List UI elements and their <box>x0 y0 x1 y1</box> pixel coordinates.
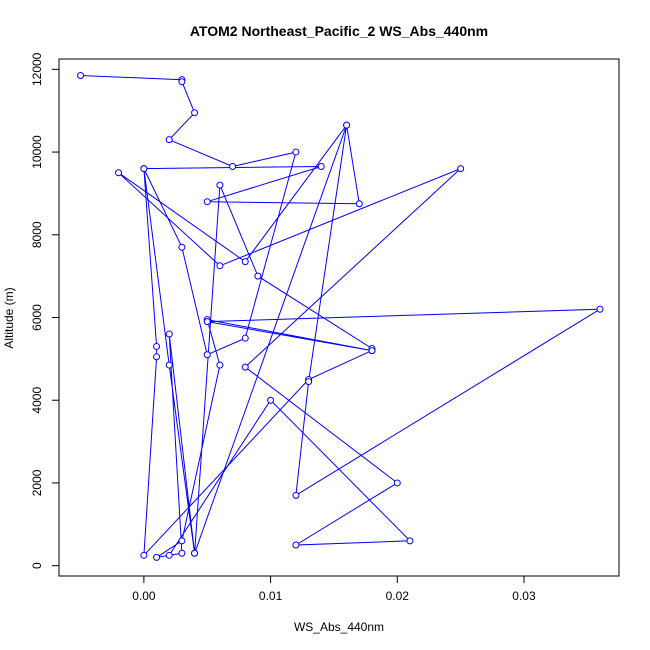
data-point <box>178 243 186 251</box>
data-point <box>343 121 351 129</box>
series-points <box>77 72 604 561</box>
data-point <box>178 537 186 545</box>
series-path <box>80 75 602 558</box>
data-point <box>203 318 211 326</box>
data-point <box>203 198 211 206</box>
data-point <box>216 361 224 369</box>
data-point <box>241 334 249 342</box>
data-point <box>254 272 262 280</box>
data-point <box>292 148 300 156</box>
data-point <box>153 342 161 350</box>
y-tick-label: 0 <box>30 562 44 569</box>
x-axis: 0.00 0.01 0.02 0.03 <box>132 575 536 603</box>
data-point <box>368 347 376 355</box>
data-point <box>393 479 401 487</box>
series-line <box>80 75 602 558</box>
y-tick-label: 8000 <box>30 221 44 248</box>
y-tick-label: 6000 <box>30 304 44 331</box>
y-tick-label: 12000 <box>30 52 44 86</box>
data-point <box>305 378 313 386</box>
data-point <box>191 549 199 557</box>
x-tick-label: 0.01 <box>259 589 283 603</box>
y-axis: 0 2000 4000 6000 8000 10000 12000 <box>30 52 60 569</box>
chart-title: ATOM2 Northeast_Pacific_2 WS_Abs_440nm <box>190 23 488 39</box>
data-point <box>203 351 211 359</box>
data-point <box>216 181 224 189</box>
data-point <box>153 353 161 361</box>
data-point <box>292 541 300 549</box>
data-point <box>165 330 173 338</box>
data-point <box>241 363 249 371</box>
data-point <box>596 305 604 313</box>
data-point <box>140 165 148 173</box>
data-point <box>406 537 414 545</box>
data-point <box>77 72 85 80</box>
x-tick-label: 0.02 <box>386 589 410 603</box>
x-tick-label: 0.00 <box>132 589 156 603</box>
data-point <box>292 491 300 499</box>
data-point <box>457 165 465 173</box>
data-point <box>191 109 199 117</box>
data-point <box>178 549 186 557</box>
data-point <box>355 200 363 208</box>
data-point <box>317 163 325 171</box>
y-tick-label: 4000 <box>30 387 44 414</box>
data-point <box>165 361 173 369</box>
x-tick-label: 0.03 <box>512 589 536 603</box>
data-point <box>241 258 249 266</box>
data-point <box>165 551 173 559</box>
data-point <box>216 262 224 270</box>
data-point <box>140 551 148 559</box>
data-point <box>178 78 186 86</box>
data-point <box>165 136 173 144</box>
data-point <box>115 169 123 177</box>
y-tick-label: 10000 <box>30 135 44 169</box>
data-point <box>153 553 161 561</box>
x-axis-label: WS_Abs_440nm <box>294 620 384 634</box>
data-point <box>229 163 237 171</box>
data-point <box>267 396 275 404</box>
y-tick-label: 2000 <box>30 469 44 496</box>
y-axis-label: Altitude (m) <box>2 287 16 348</box>
